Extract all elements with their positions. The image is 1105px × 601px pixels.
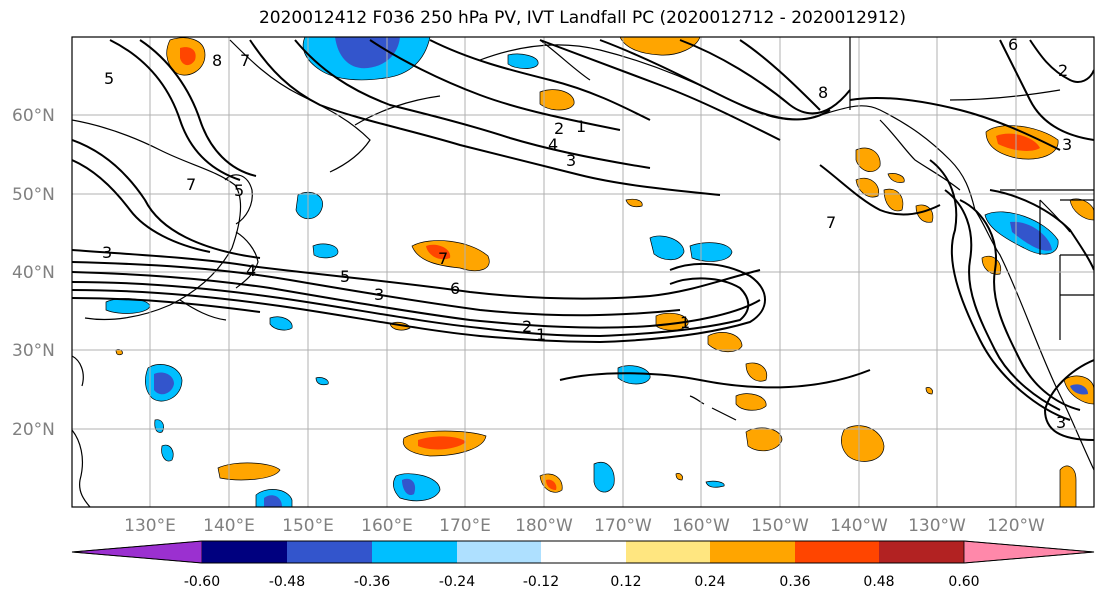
contour-label-4: 4 [246, 261, 256, 280]
lon-label-140e: 140°E [203, 516, 255, 536]
lon-label-150w: 150°W [751, 516, 809, 536]
colorbar-tick-3: -0.36 [354, 574, 390, 590]
lat-label-50n: 50°N [12, 185, 55, 205]
contour-label-2c: 2 [1058, 61, 1068, 80]
colorbar-tick-6: 0.12 [610, 574, 641, 590]
contour-label-2: 2 [522, 317, 532, 336]
contour-label-3b: 3 [102, 243, 112, 262]
colorbar: -0.60 -0.48 -0.36 -0.24 -0.12 0.12 0.24 … [71, 540, 1095, 590]
contour-label-5c: 5 [234, 181, 244, 200]
map-title: 2020012412 F036 250 hPa PV, IVT Landfall… [258, 8, 906, 28]
contour-label-3c: 3 [566, 151, 576, 170]
colorbar-tick-8: 0.36 [779, 574, 810, 590]
colorbar-tick-10: 0.60 [948, 574, 979, 590]
lat-label-60n: 60°N [12, 106, 55, 126]
lon-label-130e: 130°E [124, 516, 176, 536]
lon-label-160w: 160°W [672, 516, 730, 536]
contour-label-group: 1 1 1 2 2 2 3 3 3 3 3 4 4 5 5 5 6 6 7 7 … [102, 35, 1072, 432]
colorbar-extend-low [71, 540, 203, 564]
latitude-labels: 60°N 50°N 40°N 30°N 20°N [12, 106, 55, 440]
colorbar-tick-9: 0.48 [863, 574, 894, 590]
contour-label-4b: 4 [548, 135, 558, 154]
colorbar-bin-7 [710, 541, 795, 563]
colorbar-tick-2: -0.48 [269, 574, 305, 590]
colorbar-bin-3 [372, 541, 457, 563]
contour-label-3e: 3 [1056, 413, 1066, 432]
colorbar-bin-4 [457, 541, 541, 563]
contour-label-8: 8 [212, 51, 222, 70]
colorbar-tick-4: -0.24 [439, 574, 475, 590]
lon-label-170e: 170°E [439, 516, 491, 536]
ivt-contours [72, 39, 1094, 441]
contour-label-7b: 7 [438, 249, 448, 268]
longitude-labels: 130°E 140°E 150°E 160°E 170°E 180°W 170°… [124, 516, 1045, 536]
colorbar-extend-high [963, 540, 1095, 564]
colorbar-tick-7: 0.24 [694, 574, 725, 590]
lat-label-20n: 20°N [12, 420, 55, 440]
lon-label-120w: 120°W [987, 516, 1045, 536]
graticule [72, 37, 1094, 507]
lon-label-180w: 180°W [515, 516, 573, 536]
contour-label-5b: 5 [104, 69, 114, 88]
contour-label-7d: 7 [186, 175, 196, 194]
lon-label-160e: 160°E [361, 516, 413, 536]
contour-label-7: 7 [826, 213, 836, 232]
lat-label-40n: 40°N [12, 263, 55, 283]
pv-shading [105, 37, 1094, 507]
colorbar-bin-5 [541, 541, 626, 563]
lon-label-130w: 130°W [908, 516, 966, 536]
contour-label-1: 1 [536, 325, 546, 344]
contour-label-6: 6 [450, 279, 460, 298]
lon-label-140w: 140°W [830, 516, 888, 536]
contour-label-3d: 3 [1062, 135, 1072, 154]
contour-label-1b: 1 [680, 313, 690, 332]
lat-label-30n: 30°N [12, 341, 55, 361]
colorbar-bin-2 [287, 541, 372, 563]
contour-label-8b: 8 [818, 83, 828, 102]
colorbar-tick-5: -0.12 [523, 574, 559, 590]
contour-label-5: 5 [340, 267, 350, 286]
map-frame [71, 36, 1095, 508]
contour-label-6b: 6 [1008, 35, 1018, 54]
contour-label-2b: 2 [554, 119, 564, 138]
colorbar-bin-8 [795, 541, 879, 563]
colorbar-bin-1 [202, 541, 287, 563]
contour-label-7c: 7 [240, 51, 250, 70]
contour-label-1c: 1 [576, 117, 586, 136]
colorbar-bin-9 [879, 541, 964, 563]
lon-label-150e: 150°E [282, 516, 334, 536]
contour-label-3: 3 [374, 285, 384, 304]
colorbar-tick-1: -0.60 [184, 574, 220, 590]
colorbar-bin-6 [626, 541, 710, 563]
lon-label-170w: 170°W [594, 516, 652, 536]
